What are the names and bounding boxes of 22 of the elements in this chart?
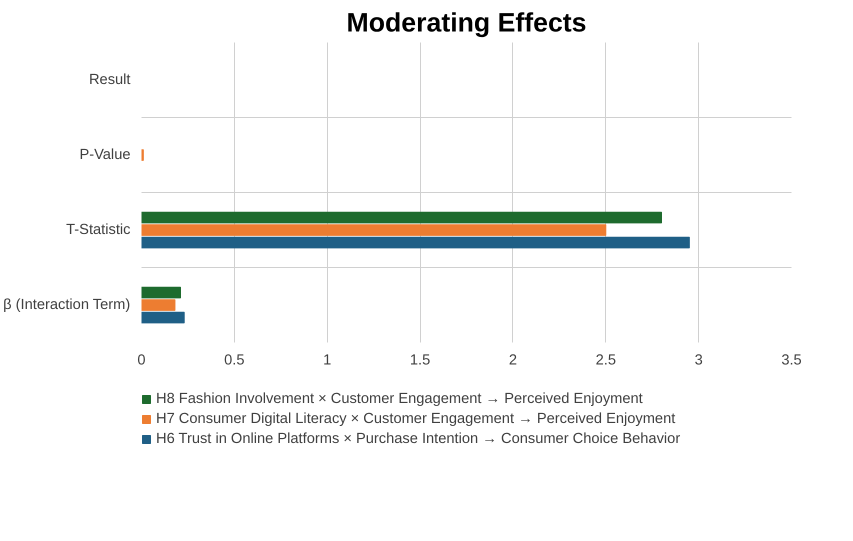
- y-tick-label: T-Statistic: [66, 222, 131, 238]
- y-tick-label: Result: [88, 72, 131, 88]
- x-tick-label: 3: [694, 352, 703, 368]
- x-tick-label: 0: [137, 352, 146, 368]
- y-tick-label: β (Interaction Term): [3, 297, 130, 313]
- legend-label: H8 Fashion Involvement × Customer Engagement → Perceived Enjoyment: [156, 391, 643, 407]
- bar: [142, 224, 606, 236]
- x-tick-label: 0.5: [224, 352, 245, 368]
- x-tick-label: 2.5: [596, 352, 616, 368]
- x-tick-label: 3.5: [781, 352, 802, 368]
- legend-label: H6 Trust in Online Platforms × Purchase Intention → Consumer Choice Behavior: [156, 431, 680, 447]
- chart-title: Moderating Effects: [346, 8, 586, 38]
- bar: [142, 286, 181, 298]
- x-tick-label: 1.5: [410, 352, 430, 368]
- bar: [142, 312, 185, 324]
- bar: [142, 236, 690, 248]
- bar: [142, 212, 662, 224]
- x-tick-label: 1: [323, 352, 332, 368]
- x-tick-label: 2: [508, 352, 518, 368]
- legend-label: H7 Consumer Digital Literacy × Customer Engagement → Perceived Enjoyment: [156, 411, 676, 427]
- bar: [142, 299, 176, 311]
- y-tick-label: P-Value: [79, 147, 131, 163]
